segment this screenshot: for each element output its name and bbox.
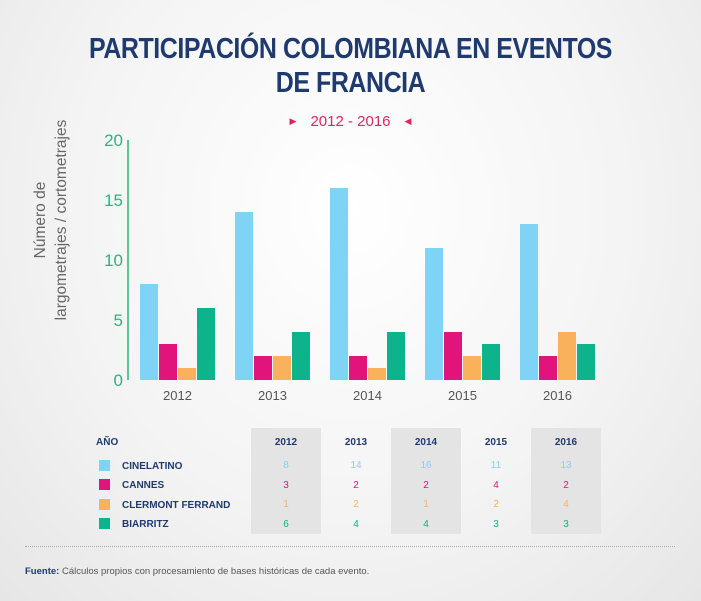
- bar: [140, 284, 158, 380]
- table-cell: 8: [251, 456, 321, 476]
- bar: [292, 332, 310, 380]
- bar: [330, 188, 348, 380]
- table-cell: 13: [531, 456, 601, 476]
- triangle-right-icon: ▶: [289, 116, 297, 126]
- series-label: CINELATINO: [122, 460, 183, 472]
- series-label: CANNES: [122, 480, 165, 492]
- table-body: CINELATINO 8 14 16 11 13 CANNES 3 2 2 4 2 CLERMONT F…: [96, 456, 601, 534]
- bar: [558, 332, 576, 380]
- table-cell: 2: [391, 475, 461, 495]
- x-tick-label: 2014: [353, 388, 382, 403]
- table-cell: 1: [251, 495, 321, 515]
- bar: [197, 308, 215, 380]
- bar: [577, 344, 595, 380]
- subtitle-text: 2012 - 2016: [310, 113, 391, 130]
- table-cell: 11: [490, 460, 502, 472]
- table-cell: 3: [531, 514, 601, 534]
- legend-swatch: [99, 498, 110, 510]
- x-tick-label: 2015: [448, 388, 477, 403]
- table-cell: 4: [493, 479, 499, 491]
- bar: [349, 356, 367, 380]
- source-label: Fuente:: [25, 566, 60, 577]
- bar: [273, 356, 291, 380]
- table-cell: 4: [353, 518, 359, 530]
- bar: [254, 356, 272, 380]
- table-header-row: AÑO 2012 2013 2014 2015 2016: [96, 428, 601, 456]
- table-cell: 2: [531, 475, 601, 495]
- table-cell: 1: [391, 495, 461, 515]
- bar: [539, 356, 557, 380]
- y-tick-label: 10: [104, 251, 123, 270]
- triangle-left-icon: ◀: [404, 116, 412, 126]
- x-tick-label: 2013: [258, 388, 287, 403]
- source-text: Cálculos propios con procesamiento de ba…: [59, 566, 370, 577]
- table-row: CINELATINO 8 14 16 11 13: [96, 456, 601, 476]
- bar-chart: 0 5 10 15 20 2012 2013 2014 2015 2016: [104, 131, 595, 403]
- series-label-cell: CINELATINO: [96, 456, 251, 476]
- y-tick-label: 20: [104, 131, 123, 150]
- bar: [520, 224, 538, 380]
- series-label-cell: CLERMONT FERRAND: [96, 495, 251, 515]
- x-tick-label: 2016: [543, 388, 572, 403]
- bar: [387, 332, 405, 380]
- series-label-cell: BIARRITZ: [96, 515, 251, 535]
- table-cell: 3: [493, 518, 499, 530]
- title-line-2: DE FRANCIA: [275, 67, 426, 99]
- bar: [444, 332, 462, 380]
- table-header-label: AÑO: [96, 436, 119, 448]
- y-tick-label: 0: [114, 371, 123, 390]
- series-label: BIARRITZ: [122, 519, 169, 531]
- legend-swatch: [99, 479, 110, 491]
- data-table: AÑO 2012 2013 2014 2015 2016 CINELATINO 8 14 16…: [96, 428, 601, 534]
- legend-swatch: [99, 518, 110, 530]
- table-header-year: 2013: [344, 436, 368, 448]
- divider: [25, 546, 675, 547]
- bar: [235, 212, 253, 380]
- title-line-1: PARTICIPACIÓN COLOMBIANA EN EVENTOS: [88, 33, 613, 65]
- bar: [159, 344, 177, 380]
- table-cell: 2: [493, 499, 499, 511]
- table-row: BIARRITZ 6 4 4 3 3: [96, 514, 601, 535]
- table-header-year: 2012: [251, 428, 321, 456]
- table-header-year: 2015: [484, 436, 508, 448]
- table-cell: 14: [350, 460, 362, 472]
- table-row: CLERMONT FERRAND 1 2 1 2 4: [96, 495, 601, 515]
- bar: [463, 356, 481, 380]
- y-tick-label: 5: [114, 311, 123, 330]
- table-cell: 4: [391, 514, 461, 534]
- table-cell: 6: [251, 514, 321, 534]
- bar: [425, 248, 443, 380]
- chart-title: PARTICIPACIÓN COLOMBIANA EN EVENTOS DE F…: [49, 32, 652, 100]
- table-cell: 2: [353, 479, 359, 491]
- table-row: CANNES 3 2 2 4 2: [96, 475, 601, 496]
- table-header-year: 2014: [391, 428, 461, 456]
- bar: [368, 368, 386, 380]
- bar: [178, 368, 196, 380]
- source-note: Fuente: Cálculos propios con procesamien…: [25, 566, 369, 577]
- series-label: CLERMONT FERRAND: [122, 499, 231, 511]
- legend-swatch: [99, 459, 110, 471]
- table-cell: 4: [531, 495, 601, 515]
- x-tick-label: 2012: [163, 388, 192, 403]
- bar: [482, 344, 500, 380]
- y-tick-label: 15: [104, 191, 123, 210]
- series-label-cell: CANNES: [96, 476, 251, 496]
- table-cell: 2: [353, 499, 359, 511]
- table-cell: 3: [251, 475, 321, 495]
- subtitle: ▶ 2012 - 2016 ◀: [0, 113, 701, 130]
- table-cell: 16: [391, 456, 461, 476]
- table-header-year: 2016: [531, 428, 601, 456]
